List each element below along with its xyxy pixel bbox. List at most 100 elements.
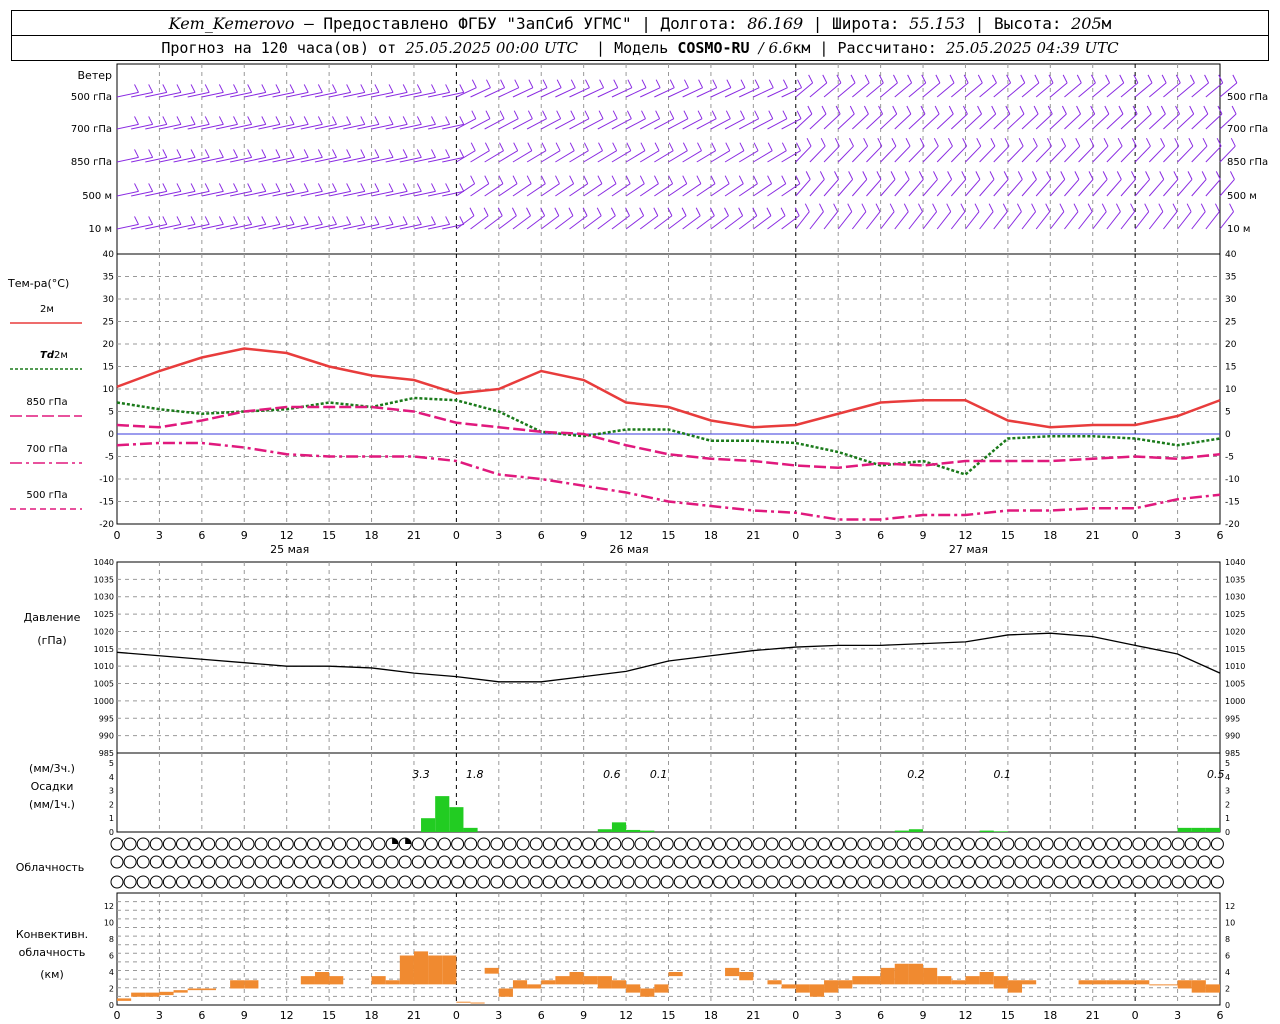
wind-barb bbox=[1064, 179, 1080, 197]
wind-barb bbox=[738, 183, 758, 197]
wind-barb-feather bbox=[445, 84, 451, 93]
cloud-symbol bbox=[962, 855, 975, 869]
conv-cloud-bar bbox=[1149, 984, 1164, 986]
temp-axis-left-tick: 5 bbox=[108, 408, 114, 418]
cloud-symbol bbox=[1132, 855, 1146, 869]
wind-barb bbox=[1064, 145, 1081, 163]
wind-barb bbox=[1007, 113, 1025, 130]
wind-barb bbox=[809, 179, 825, 197]
conv-cloud-bar bbox=[626, 984, 641, 993]
wind-barb bbox=[668, 215, 687, 230]
wind-barb bbox=[1078, 145, 1095, 163]
wind-barb-feather bbox=[1032, 171, 1037, 180]
wind-barb-feather bbox=[1033, 105, 1039, 115]
cloud-symbol bbox=[346, 837, 360, 851]
wind-barb-feather bbox=[1158, 203, 1164, 212]
wind-barb-feather bbox=[725, 110, 731, 119]
cloud-symbol bbox=[673, 875, 687, 889]
wind-barb-feather bbox=[247, 183, 253, 192]
cloud-symbol bbox=[817, 875, 831, 889]
cloud-symbol bbox=[660, 875, 674, 889]
wind-barb-feather bbox=[247, 84, 253, 93]
wind-barb bbox=[1163, 82, 1181, 98]
wind-barb bbox=[654, 118, 675, 130]
wind-barb-feather bbox=[388, 149, 394, 158]
cloud-symbol bbox=[909, 875, 923, 889]
wind-barb bbox=[767, 183, 787, 197]
wind-barb-feather bbox=[431, 149, 436, 158]
wind-barb bbox=[809, 145, 826, 163]
wind-barb bbox=[767, 215, 786, 230]
wind-barb bbox=[159, 156, 182, 163]
cloud-symbol bbox=[1093, 855, 1106, 869]
wind-barb bbox=[484, 183, 504, 197]
wind-barb bbox=[357, 156, 380, 163]
wind-barb-feather bbox=[610, 207, 616, 216]
temp-series-line bbox=[116, 405, 1221, 470]
conv-axis-right-tick: 8 bbox=[1225, 935, 1230, 944]
wind-barb-feather bbox=[697, 142, 702, 151]
wind-barb-feather bbox=[626, 142, 632, 151]
wind-barb-feather bbox=[275, 183, 281, 192]
wind-barb bbox=[230, 123, 252, 130]
wind-barb-feather bbox=[1200, 203, 1206, 212]
wind-barb-feather bbox=[1130, 203, 1136, 212]
wind-barb-feather bbox=[877, 137, 883, 147]
cloud-symbol bbox=[752, 855, 766, 869]
wind-barb bbox=[1163, 113, 1180, 130]
cloud-symbol bbox=[372, 875, 386, 889]
temp-hour-tick-label: 0 bbox=[453, 529, 460, 542]
wind-barb bbox=[244, 190, 266, 197]
wind-barb bbox=[230, 223, 252, 230]
wind-barb bbox=[1106, 145, 1123, 163]
wind-barb bbox=[894, 145, 911, 163]
pressure-axis-left-tick: 1020 bbox=[94, 627, 114, 636]
wind-barb bbox=[526, 215, 545, 230]
wind-barb bbox=[1148, 113, 1166, 130]
wind-barb bbox=[1049, 145, 1066, 163]
conv-cloud-bar bbox=[951, 980, 966, 985]
wind-barb-feather bbox=[1031, 203, 1037, 212]
cloud-title: Облачность bbox=[16, 861, 85, 874]
wind-barb-feather bbox=[218, 84, 224, 93]
wind-barb-feather bbox=[654, 175, 659, 184]
wind-barb-feather bbox=[740, 79, 746, 88]
wind-barb-feather bbox=[1214, 203, 1220, 212]
wind-barb bbox=[512, 215, 531, 230]
wind-barb-feather bbox=[261, 149, 267, 158]
wind-barb bbox=[611, 118, 632, 130]
wind-barb-feather bbox=[445, 116, 451, 125]
wind-barb bbox=[1177, 145, 1194, 163]
wind-barb-feather bbox=[388, 116, 394, 125]
wind-barb bbox=[1021, 179, 1037, 197]
temp-hour-tick-label: 3 bbox=[495, 529, 502, 542]
wind-barb-feather bbox=[346, 116, 352, 125]
wind-barb bbox=[965, 82, 983, 98]
temp-legend-label: 850 гПа bbox=[26, 397, 67, 408]
cloud-symbol bbox=[857, 875, 871, 889]
temp-axis-right-tick: -20 bbox=[1225, 520, 1240, 530]
wind-barb-feather bbox=[835, 105, 841, 115]
wind-barb-feather bbox=[431, 183, 436, 192]
pressure-axis-right-tick: 995 bbox=[1225, 714, 1240, 723]
wind-barb-feather bbox=[836, 74, 842, 84]
cloud-symbol bbox=[189, 837, 203, 851]
cloud-symbol bbox=[1171, 855, 1185, 869]
cloud-symbol bbox=[503, 855, 517, 869]
cloud-symbol bbox=[1106, 875, 1120, 889]
wind-barb-feather bbox=[1059, 203, 1065, 212]
wind-barb bbox=[682, 87, 703, 98]
wind-barb-feather bbox=[162, 116, 168, 125]
precip-total-label: 0.2 bbox=[907, 768, 925, 781]
cloud-symbol bbox=[1027, 875, 1041, 889]
wind-barb-feather bbox=[569, 142, 575, 151]
conv-cloud-bar bbox=[937, 976, 952, 985]
conv-cloud-bar bbox=[1163, 984, 1178, 986]
wind-barb-feather bbox=[1020, 74, 1026, 84]
wind-level-label: 700 гПа bbox=[71, 124, 112, 135]
wind-barb-feather bbox=[416, 183, 422, 192]
wind-barb bbox=[1191, 179, 1207, 197]
cloud-symbol bbox=[1014, 875, 1028, 889]
temp-axis-right-tick: 35 bbox=[1225, 273, 1236, 283]
wind-barb bbox=[936, 211, 952, 230]
